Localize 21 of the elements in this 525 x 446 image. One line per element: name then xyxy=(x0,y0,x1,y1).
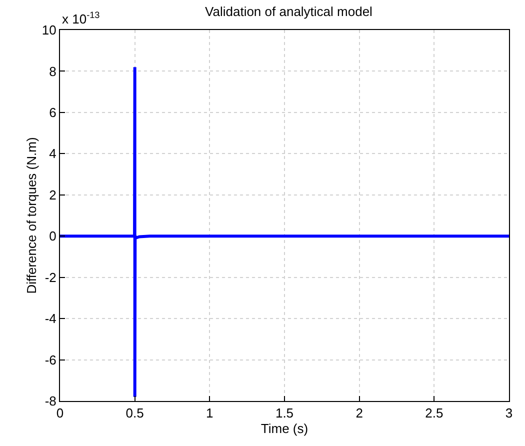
x-axis-title: Time (s) xyxy=(260,421,308,436)
y-tick-label: -8 xyxy=(44,394,56,409)
y-tick-label: 0 xyxy=(49,228,56,244)
y-tick-label: 6 xyxy=(49,104,56,120)
y-tick-label: 8 xyxy=(49,64,56,79)
y-tick-label: -6 xyxy=(44,352,56,368)
x-tick-label: 3 xyxy=(505,406,513,421)
x-tick-label: 2 xyxy=(356,406,363,421)
x-tick-label: 1 xyxy=(206,406,214,421)
y-tick-label: 4 xyxy=(49,146,56,162)
x-tick-label: 2.5 xyxy=(425,406,444,421)
chart-title: Validation of analytical model xyxy=(205,4,373,19)
x-tick-label: 0.5 xyxy=(126,406,144,421)
y-tick-label: -4 xyxy=(44,311,56,326)
text: x 10$^{-13}$ xyxy=(62,10,100,26)
y-tick-label: 10 xyxy=(42,22,56,38)
y-tick-label: -2 xyxy=(44,270,56,285)
y-axis-title: Difference of torques (N.m) xyxy=(24,137,39,294)
y-tick-label: 2 xyxy=(49,187,56,202)
x-tick-label: 1.5 xyxy=(275,406,294,421)
line-series xyxy=(60,66,509,398)
